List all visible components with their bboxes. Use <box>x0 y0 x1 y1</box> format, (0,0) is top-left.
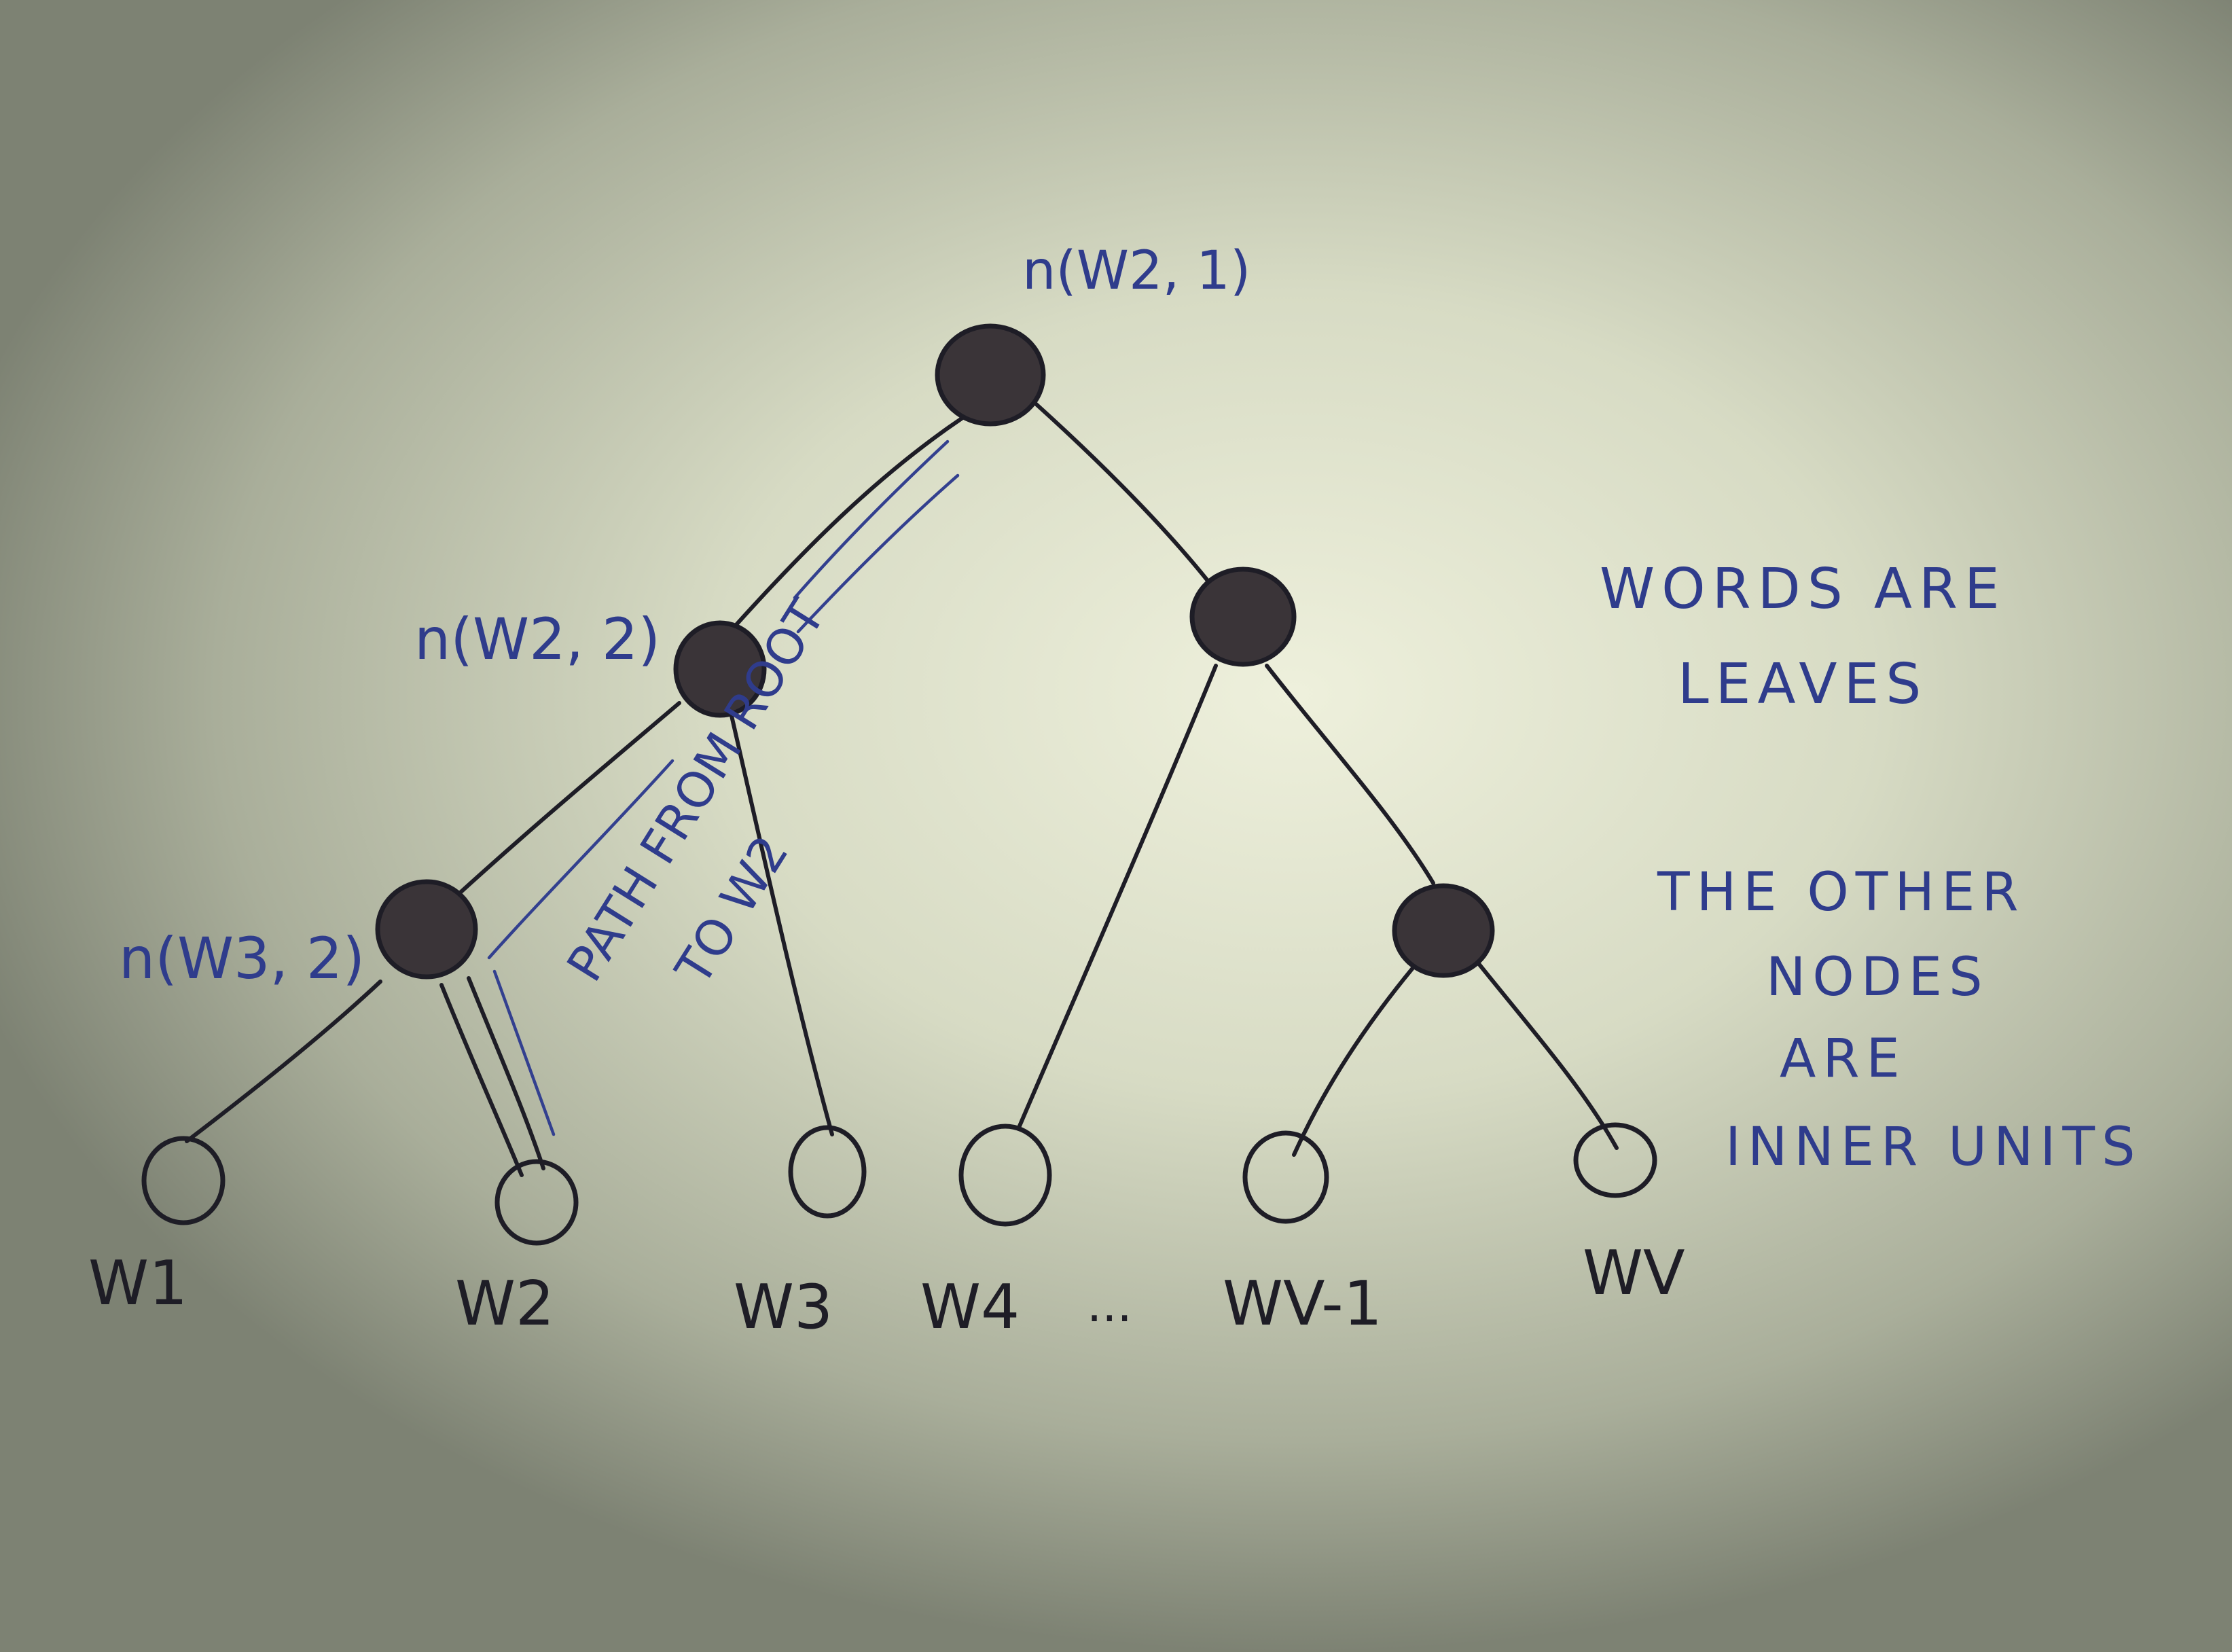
path-line-root-to-n-w2-2-a <box>793 439 950 600</box>
edge-right-inner-to-w4 <box>1017 664 1218 1130</box>
edge-n-w2-2-to-w3 <box>728 708 834 1136</box>
tree-edges <box>185 399 1619 1177</box>
edge-right-inner-to-n-inner <box>1265 664 1435 885</box>
edge-n-w3-2-to-w2-b <box>467 976 545 1170</box>
leaf-label-w3: W3 <box>734 1272 833 1343</box>
edge-n-inner-to-wv <box>1472 956 1619 1150</box>
path-line-n-w2-2-to-n-w3-2 <box>487 759 674 960</box>
leaf-label-w1: W1 <box>88 1248 187 1319</box>
note2-line1: THE OTHER <box>1657 862 2026 923</box>
inner-node-labels: n(W2, 1) n(W2, 2) n(W3, 2) <box>119 240 1250 992</box>
leaf-node-w1 <box>141 1136 226 1225</box>
note1-line1: WORDS ARE <box>1600 557 2006 622</box>
path-highlight-lines <box>487 439 960 1136</box>
inner-node-n-w2-2 <box>673 620 767 718</box>
leaf-label-wv-1: WV-1 <box>1223 1268 1382 1340</box>
leaf-label-w2: W2 <box>455 1268 554 1340</box>
leaf-node-wv <box>1573 1122 1657 1198</box>
leaf-nodes <box>141 1122 1657 1246</box>
note2-line2: NODES <box>1766 947 1990 1008</box>
n-w3-2-label: n(W3, 2) <box>119 925 365 992</box>
leaf-label-ellipsis: ... <box>1087 1277 1132 1333</box>
leaf-label-wv: WV <box>1583 1238 1685 1309</box>
path-line-root-to-n-w2-2-b <box>796 473 960 634</box>
leaf-node-wv-1 <box>1242 1130 1329 1224</box>
edge-root-to-n-w2-2 <box>710 406 980 654</box>
note1-line2: LEAVES <box>1678 652 1928 717</box>
edge-root-to-right-inner <box>1030 399 1218 593</box>
leaf-label-w4: W4 <box>920 1272 1020 1343</box>
leaf-node-w3 <box>788 1125 867 1219</box>
edge-n-inner-to-wv-1 <box>1292 966 1415 1157</box>
inner-node-right-upper <box>1189 567 1297 667</box>
root-label: n(W2, 1) <box>1022 240 1250 302</box>
leaf-node-w4 <box>958 1124 1052 1227</box>
note2-line4: INNER UNITS <box>1725 1117 2142 1178</box>
path-line-n-w3-2-to-w2 <box>492 969 556 1136</box>
inner-node-n-w3-2 <box>375 879 478 980</box>
edge-n-w2-2-to-n-w3-2 <box>446 701 681 905</box>
edge-n-w3-2-to-w2-a <box>439 983 524 1177</box>
note2-line3: ARE <box>1780 1028 1907 1090</box>
inner-nodes <box>375 323 1495 980</box>
side-notes: WORDS ARE LEAVES THE OTHER NODES ARE INN… <box>1600 557 2142 1178</box>
n-w2-2-label: n(W2, 2) <box>414 606 660 672</box>
root-node <box>935 323 1046 427</box>
leaf-labels: W1 W2 W3 W4 ... WV-1 WV <box>88 1238 1685 1343</box>
inner-node-right-lower <box>1392 883 1495 978</box>
leaf-node-w2 <box>494 1159 579 1246</box>
edge-n-w3-2-to-w1 <box>185 980 382 1143</box>
